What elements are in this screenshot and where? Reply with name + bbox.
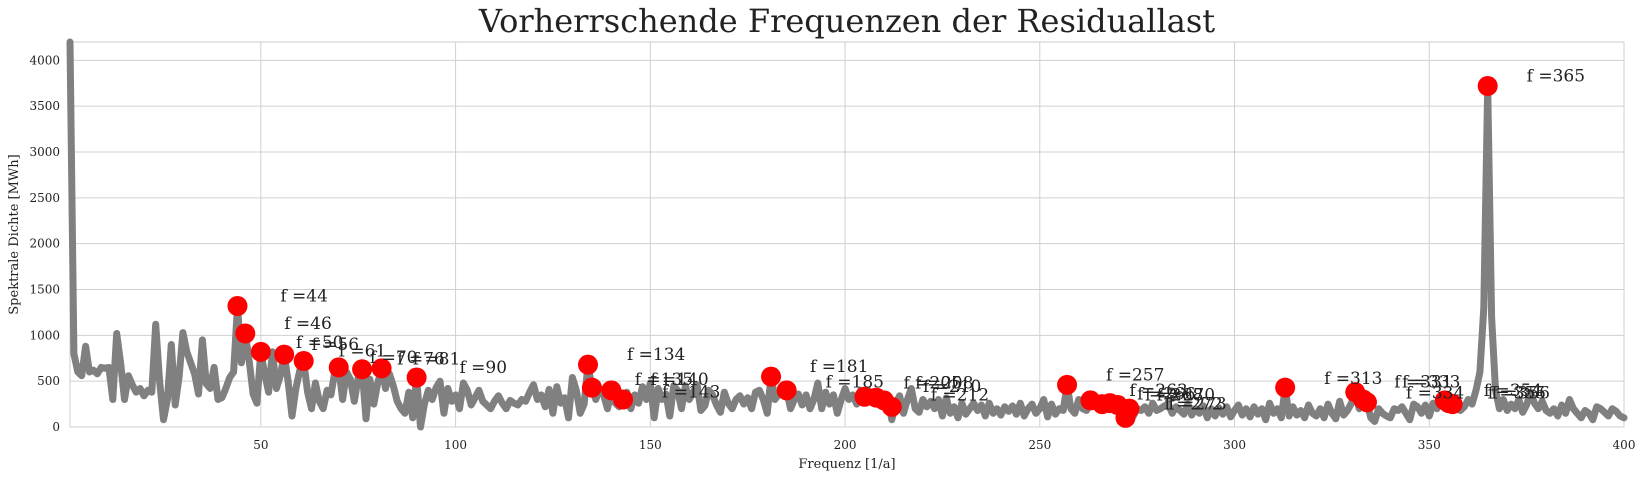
peak-label: f =263 <box>1129 381 1187 401</box>
peak-label: f =143 <box>662 383 720 403</box>
y-tick-label: 500 <box>37 374 60 388</box>
peak-label: f =334 <box>1406 384 1464 404</box>
x-tick-label: 50 <box>253 438 268 452</box>
peak-label: f =56 <box>311 335 359 355</box>
peak-label: f =90 <box>459 358 507 378</box>
chart-title: Vorherrschende Frequenzen der Residualla… <box>478 2 1215 40</box>
peak-marker <box>1442 394 1463 415</box>
peak-label: f =257 <box>1106 365 1164 385</box>
peak-label: f =273 <box>1168 395 1226 415</box>
peak-marker <box>578 354 598 375</box>
peak-label: f =181 <box>810 357 868 377</box>
peak-label: f =140 <box>650 370 708 390</box>
peak-marker <box>1057 374 1078 395</box>
peak-marker <box>274 344 295 365</box>
peak-marker <box>1119 398 1140 419</box>
peak-marker <box>581 377 602 398</box>
y-tick-label: 3000 <box>29 145 60 159</box>
peak-label: f =365 <box>1527 66 1585 86</box>
peak-label: f =266 <box>1137 385 1195 405</box>
peak-label: f =355 <box>1488 384 1546 404</box>
x-tick-label: 300 <box>1223 438 1246 452</box>
peak-label: f =46 <box>284 314 332 334</box>
y-tick-label: 0 <box>52 420 60 434</box>
peak-label: f =76 <box>397 350 445 370</box>
peak-marker <box>776 380 797 401</box>
peak-label: f =212 <box>931 385 989 405</box>
peak-label: f =135 <box>635 370 693 390</box>
peak-marker <box>881 396 902 417</box>
peak-marker <box>250 341 271 362</box>
peak-annotation-layer: f =44 f =46f =50f =56f =61f =70f =76f =81… <box>280 66 1585 414</box>
y-tick-label: 1000 <box>29 328 60 342</box>
peak-label: f =61 <box>339 341 387 361</box>
peak-marker <box>293 351 314 371</box>
y-axis-label: Spektrale Dichte [MWh] <box>7 154 22 314</box>
x-tick-label: 200 <box>834 438 857 452</box>
peak-label: f =313 <box>1324 369 1382 389</box>
x-axis-label: Frequenz [1/a] <box>798 457 895 472</box>
peak-marker-layer <box>227 76 1498 428</box>
peak-label: f =81 <box>413 350 461 370</box>
peak-marker <box>406 367 427 388</box>
y-tick-label: 4000 <box>29 53 60 67</box>
peak-marker <box>761 366 782 387</box>
y-tick-label: 2000 <box>29 237 60 251</box>
x-tick-label: 150 <box>639 438 662 452</box>
peak-marker <box>352 359 373 380</box>
peak-label: f =356 <box>1492 384 1550 404</box>
peak-label: f =44 <box>280 286 328 306</box>
peak-marker <box>371 358 392 379</box>
y-tick-label: 3500 <box>29 99 60 113</box>
peak-label: f =185 <box>826 373 884 393</box>
peak-label: f =270 <box>1157 385 1215 405</box>
peak-marker <box>235 323 256 344</box>
peak-label: f =50 <box>296 333 344 353</box>
peak-marker <box>328 357 349 378</box>
x-tick-label: 400 <box>1613 438 1636 452</box>
peak-marker <box>1275 377 1296 398</box>
peak-marker <box>1356 392 1377 413</box>
peak-marker <box>1477 76 1498 96</box>
x-tick-label: 350 <box>1418 438 1441 452</box>
peak-label: f =268 <box>1145 385 1203 405</box>
peak-label: f =331 <box>1394 373 1452 393</box>
x-tick-label: 250 <box>1028 438 1051 452</box>
peak-marker <box>227 296 248 316</box>
y-tick-label: 1500 <box>29 283 60 297</box>
y-tick-label: 2500 <box>29 191 60 205</box>
peak-label: f =70 <box>370 348 418 368</box>
peak-label: f =333 <box>1402 373 1460 393</box>
tick-labels: 50 100 150 200 250 300 350 40005001000150020002… <box>29 53 1635 452</box>
peak-label: f =354 <box>1484 381 1542 401</box>
peak-marker <box>613 389 634 410</box>
peak-label: f =205 <box>903 374 961 394</box>
x-tick-label: 100 <box>444 438 467 452</box>
peak-label: f =272 <box>1164 395 1222 415</box>
peak-label: f =134 <box>627 345 685 365</box>
peak-label: f =208 <box>915 374 973 394</box>
peak-label: f =210 <box>923 377 981 397</box>
